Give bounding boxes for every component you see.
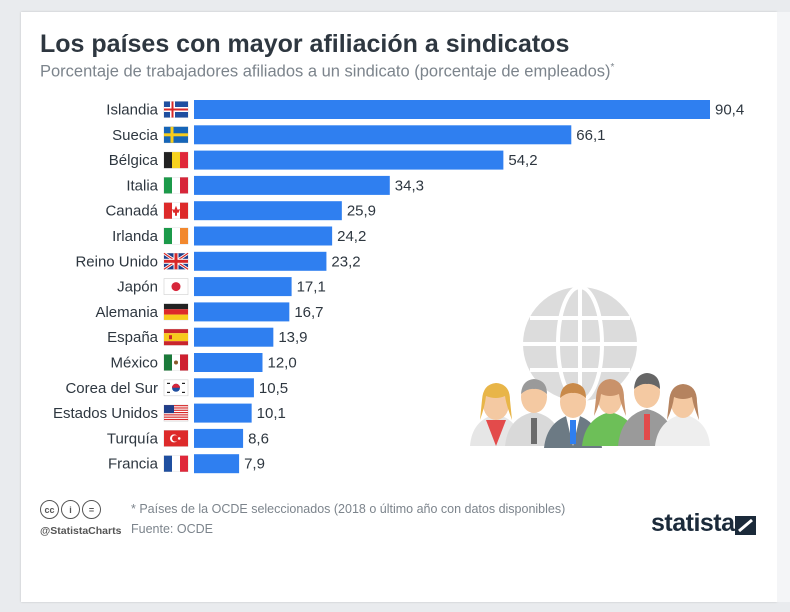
category-label: México <box>110 355 158 372</box>
value-label: 90,4 <box>715 102 744 119</box>
flag-iceland-icon <box>163 101 189 118</box>
category-label: Corea del Sur <box>65 380 158 397</box>
bar <box>194 454 240 474</box>
side-panel-edge <box>777 12 790 602</box>
bar <box>194 428 244 448</box>
chart-subtitle: Porcentaje de trabajadores afiliados a u… <box>40 62 614 82</box>
value-label: 66,1 <box>576 127 605 144</box>
bar <box>194 403 252 423</box>
value-label: 13,9 <box>278 329 307 346</box>
category-label: Alemania <box>95 304 158 321</box>
flag-belgium-icon <box>163 151 189 169</box>
category-label: Italia <box>126 177 158 194</box>
flag-france-icon <box>163 455 189 473</box>
value-label: 10,5 <box>259 380 288 397</box>
bar <box>194 302 290 322</box>
flag-usa-icon <box>163 404 189 422</box>
flag-uk-icon <box>163 252 189 271</box>
bar <box>194 175 390 195</box>
bar <box>194 150 504 170</box>
cc-icon: cc <box>40 500 59 519</box>
flag-mexico-icon <box>163 354 189 371</box>
credit-handle: @StatistaCharts <box>40 525 122 537</box>
category-label: Islandia <box>106 102 158 119</box>
bar <box>194 226 333 246</box>
value-label: 24,2 <box>337 228 366 245</box>
license-icons: cc i = <box>40 500 101 519</box>
value-label: 54,2 <box>508 152 537 169</box>
flag-spain-icon <box>163 328 189 346</box>
category-label: Japón <box>117 279 158 296</box>
category-label: Bélgica <box>109 152 159 169</box>
bar <box>194 125 572 145</box>
person-icon <box>544 383 602 448</box>
flag-canada-icon <box>163 202 189 219</box>
flag-turkey-icon <box>163 430 189 447</box>
people-globe-illustration <box>470 285 710 448</box>
category-label: Irlanda <box>112 228 159 245</box>
subtitle-footnote-mark: * <box>610 62 615 73</box>
chart-title: Los países con mayor afiliación a sindic… <box>40 30 570 58</box>
flag-germany-icon <box>163 303 189 321</box>
subtitle-text: Porcentaje de trabajadores afiliados a u… <box>40 62 611 81</box>
value-label: 12,0 <box>267 355 296 372</box>
bar <box>194 100 710 119</box>
chart-rows: Islandia 90,4 Suecia 66,1 Bélgica 54,2 Italia 3… <box>53 100 744 474</box>
value-label: 25,9 <box>347 203 376 220</box>
category-label: Estados Unidos <box>53 405 158 422</box>
person-icon <box>655 384 710 446</box>
value-label: 17,1 <box>297 279 326 296</box>
value-label: 16,7 <box>294 304 323 321</box>
value-label: 8,6 <box>248 430 269 447</box>
bar <box>194 353 263 372</box>
flag-japan-icon <box>163 278 189 295</box>
bar <box>194 251 327 271</box>
value-label: 34,3 <box>395 177 424 194</box>
category-label: Canadá <box>105 203 158 220</box>
value-label: 7,9 <box>244 456 265 473</box>
value-label: 23,2 <box>331 253 360 270</box>
flag-italy-icon <box>163 177 189 194</box>
bar <box>194 327 274 347</box>
flag-sweden-icon <box>163 126 189 144</box>
category-label: España <box>107 329 159 346</box>
category-label: Francia <box>108 456 159 473</box>
bar <box>194 277 292 297</box>
bar <box>194 201 342 221</box>
source-note: Fuente: OCDE <box>131 522 213 536</box>
bar <box>194 378 254 398</box>
by-icon: i <box>61 500 80 519</box>
footnote: * Países de la OCDE seleccionados (2018 … <box>131 502 566 516</box>
value-label: 10,1 <box>257 405 286 422</box>
category-label: Reino Unido <box>75 253 158 270</box>
flag-south-korea-icon <box>163 379 189 397</box>
category-label: Turquía <box>107 430 159 447</box>
brand-icon <box>735 516 756 535</box>
brand-logo: statista <box>651 509 735 537</box>
nd-icon: = <box>82 500 101 519</box>
category-label: Suecia <box>112 127 159 144</box>
flag-ireland-icon <box>163 227 189 245</box>
